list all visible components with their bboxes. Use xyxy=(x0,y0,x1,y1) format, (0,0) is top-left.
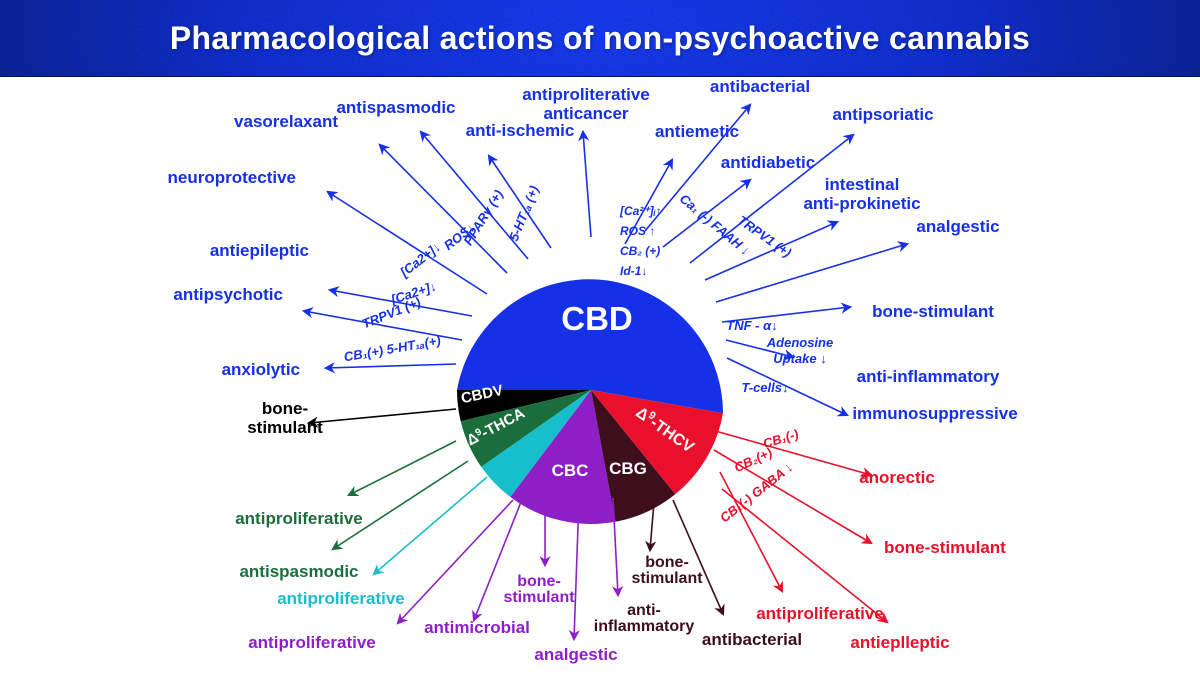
svg-text:antibacterial: antibacterial xyxy=(702,630,802,649)
svg-text:bone-: bone- xyxy=(645,554,689,571)
svg-text:CB₂ (+): CB₂ (+) xyxy=(620,244,660,258)
svg-text:5-HT₁ₐ (+): 5-HT₁ₐ (+) xyxy=(506,183,542,243)
svg-text:intestinal: intestinal xyxy=(825,175,900,194)
svg-text:bone-stimulant: bone-stimulant xyxy=(884,538,1006,557)
svg-text:antiproliferative: antiproliferative xyxy=(756,604,884,623)
svg-text:anti-: anti- xyxy=(627,602,661,619)
svg-text:CB₁(+) 5-HT₁ₐ(+): CB₁(+) 5-HT₁ₐ(+) xyxy=(343,333,442,365)
svg-text:inflammatory: inflammatory xyxy=(594,618,695,635)
svg-text:neuroprotective: neuroprotective xyxy=(168,168,296,187)
svg-text:antiproliferative: antiproliferative xyxy=(248,633,376,652)
svg-text:bone-: bone- xyxy=(262,399,308,418)
svg-text:antispasmodic: antispasmodic xyxy=(336,98,455,117)
svg-text:antipsychotic: antipsychotic xyxy=(173,285,283,304)
svg-text:antiepileptic: antiepileptic xyxy=(210,241,309,260)
svg-text:Uptake ↓: Uptake ↓ xyxy=(773,351,826,366)
svg-text:antiproliterative: antiproliterative xyxy=(522,85,650,104)
svg-text:antiproliferative: antiproliferative xyxy=(277,589,405,608)
svg-text:antiemetic: antiemetic xyxy=(655,122,739,141)
svg-text:antidiabetic: antidiabetic xyxy=(721,153,815,172)
svg-text:antieplleptic: antieplleptic xyxy=(850,633,949,652)
svg-text:stimulant: stimulant xyxy=(503,589,575,606)
svg-text:analgestic: analgestic xyxy=(534,645,617,664)
svg-text:antibacterial: antibacterial xyxy=(710,77,810,96)
svg-text:anticancer: anticancer xyxy=(543,104,628,123)
svg-text:anti-inflammatory: anti-inflammatory xyxy=(857,367,1000,386)
svg-text:anti-prokinetic: anti-prokinetic xyxy=(803,194,920,213)
svg-text:TNF - α↓: TNF - α↓ xyxy=(726,318,777,333)
svg-text:antiproliferative: antiproliferative xyxy=(235,509,363,528)
svg-text:immunosuppressive: immunosuppressive xyxy=(852,404,1017,423)
svg-text:CBC: CBC xyxy=(552,461,589,480)
svg-text:antimicrobial: antimicrobial xyxy=(424,618,530,637)
svg-text:CBG: CBG xyxy=(609,459,647,478)
svg-text:vasorelaxant: vasorelaxant xyxy=(234,112,338,131)
svg-text:T-cells↓: T-cells↓ xyxy=(742,380,789,395)
svg-text:antispasmodic: antispasmodic xyxy=(239,562,358,581)
svg-text:bone-: bone- xyxy=(517,573,561,590)
svg-text:Id-1↓: Id-1↓ xyxy=(620,264,647,278)
svg-text:CB₂(+): CB₂(+) xyxy=(732,445,775,475)
svg-text:anti-ischemic: anti-ischemic xyxy=(466,121,575,140)
svg-text:bone-stimulant: bone-stimulant xyxy=(872,302,994,321)
svg-text:Adenosine: Adenosine xyxy=(766,335,833,350)
svg-text:stimulant: stimulant xyxy=(247,418,323,437)
svg-text:[Ca2+]↓: [Ca2+]↓ xyxy=(396,239,443,280)
svg-text:antipsoriatic: antipsoriatic xyxy=(832,105,933,124)
svg-text:anxiolytic: anxiolytic xyxy=(222,360,300,379)
svg-text:analgestic: analgestic xyxy=(916,217,999,236)
svg-text:CB₁(-) GABA ↓: CB₁(-) GABA ↓ xyxy=(717,459,795,525)
svg-text:PPARγ (+): PPARγ (+) xyxy=(460,187,506,248)
svg-text:stimulant: stimulant xyxy=(631,570,703,587)
svg-text:anorectic: anorectic xyxy=(859,468,935,487)
svg-text:CBD: CBD xyxy=(561,300,633,337)
